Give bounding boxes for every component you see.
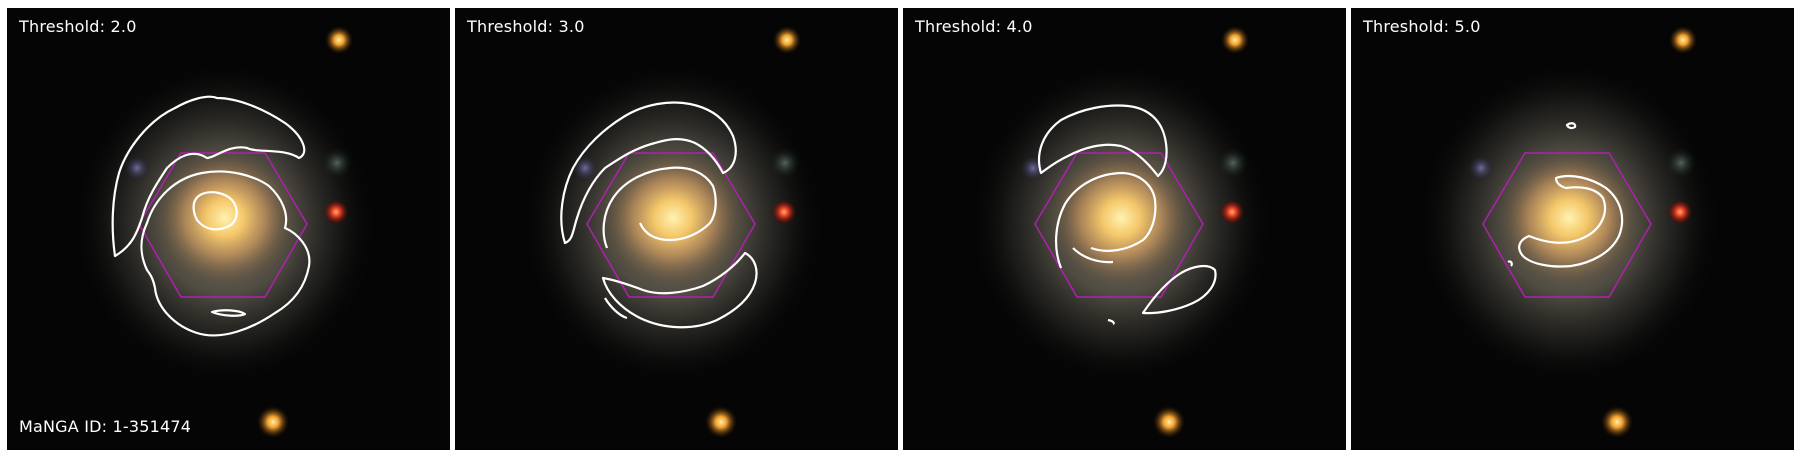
ifu-hexagon bbox=[1482, 152, 1652, 298]
contour-lines bbox=[560, 101, 758, 329]
contour-lines bbox=[111, 95, 311, 337]
threshold-label: Threshold: 5.0 bbox=[1363, 17, 1481, 36]
image-panel-threshold-2: Threshold: 2.0 MaNGA ID: 1-351474 bbox=[7, 8, 450, 450]
galaxy-image bbox=[1351, 8, 1794, 450]
galaxy-image bbox=[7, 8, 450, 450]
contour-lines bbox=[1507, 122, 1624, 268]
image-panel-threshold-3: Threshold: 3.0 bbox=[455, 8, 898, 450]
galaxy-image bbox=[455, 8, 898, 450]
ifu-hexagon bbox=[586, 152, 756, 298]
threshold-label: Threshold: 2.0 bbox=[19, 17, 137, 36]
galaxy-image bbox=[903, 8, 1346, 450]
image-panel-threshold-4: Threshold: 4.0 bbox=[903, 8, 1346, 450]
threshold-label: Threshold: 4.0 bbox=[915, 17, 1033, 36]
threshold-label: Threshold: 3.0 bbox=[467, 17, 585, 36]
contour-lines bbox=[1037, 104, 1217, 325]
manga-id-label: MaNGA ID: 1-351474 bbox=[19, 417, 192, 436]
ifu-hexagon bbox=[1034, 152, 1204, 298]
image-panel-threshold-5: Threshold: 5.0 bbox=[1351, 8, 1794, 450]
